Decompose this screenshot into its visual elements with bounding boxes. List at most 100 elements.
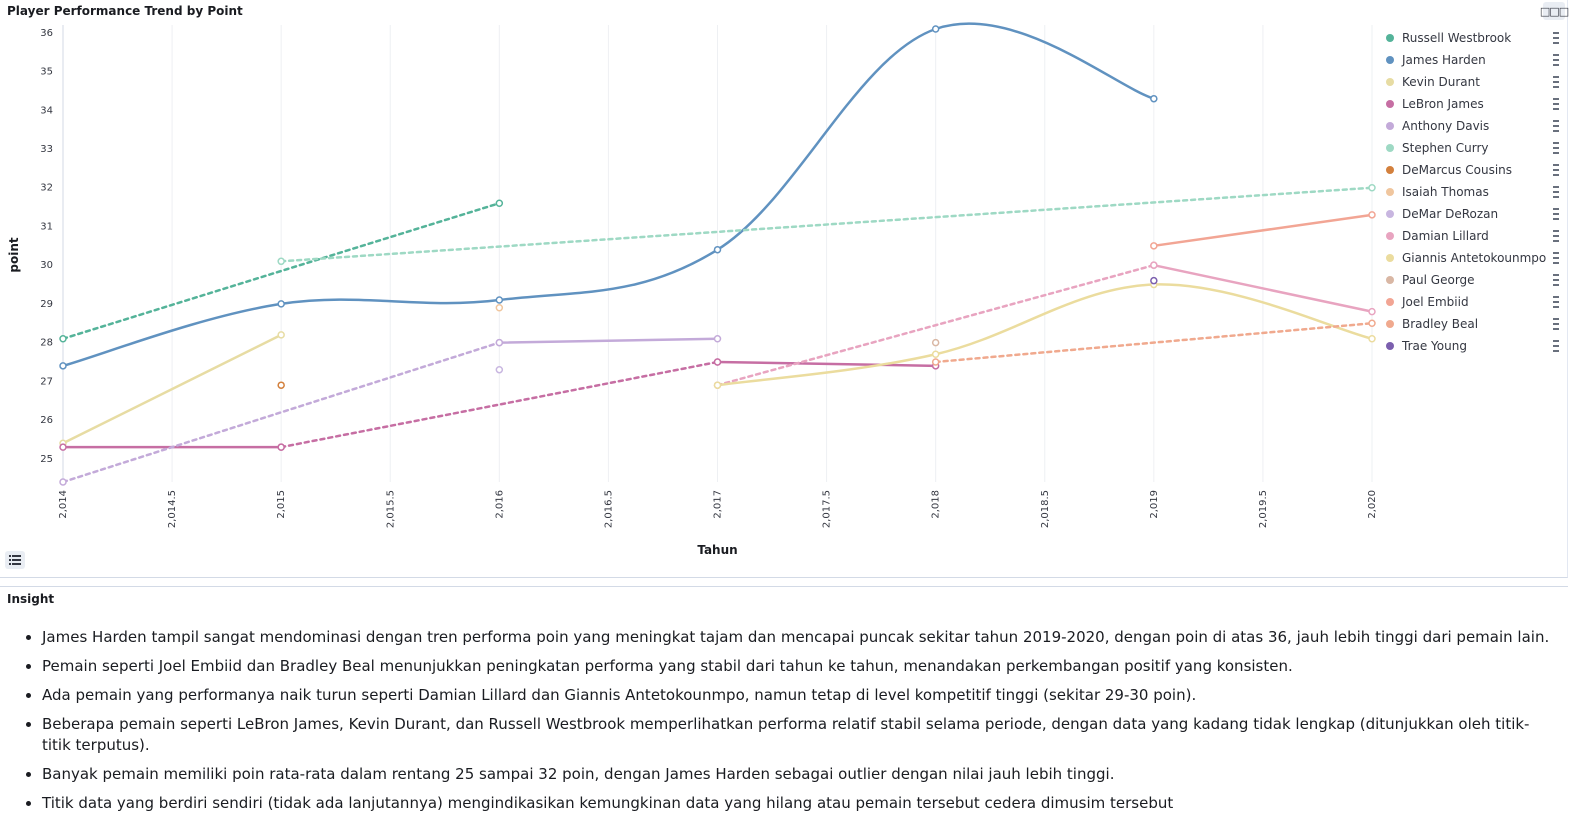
series-line-damian-lillard — [716, 263, 1156, 387]
data-point-giannis-antetokounmpo — [931, 350, 940, 358]
legend-item[interactable]: Bradley Beal — [1384, 313, 1564, 335]
series-line-stephen-curry — [279, 186, 1374, 263]
legend-item-menu-icon[interactable] — [1552, 230, 1560, 242]
legend-item[interactable]: Trae Young — [1384, 335, 1564, 357]
legend-color-dot — [1386, 254, 1394, 262]
data-point-joel-embiid — [1150, 242, 1158, 250]
series-line-bradley-beal — [934, 322, 1374, 364]
y-tick-label: 31 — [40, 221, 53, 232]
data-point-kevin-durant — [277, 331, 285, 339]
y-tick-label: 29 — [40, 299, 53, 310]
data-point-demarcus-cousins — [277, 381, 285, 389]
legend-color-dot — [1386, 298, 1394, 306]
legend-item[interactable]: Stephen Curry — [1384, 137, 1564, 159]
legend-item[interactable]: DeMar DeRozan — [1384, 203, 1564, 225]
legend-item-menu-icon[interactable] — [1552, 142, 1560, 154]
data-point-anthony-davis — [495, 338, 504, 347]
x-tick-label: 2,018.5 — [1040, 490, 1051, 528]
legend-label: Isaiah Thomas — [1402, 185, 1489, 199]
legend-color-dot — [1386, 56, 1394, 64]
legend-label: Russell Westbrook — [1402, 31, 1512, 45]
x-tick-label: 2,020 — [1367, 490, 1378, 519]
legend-item-menu-icon[interactable] — [1552, 76, 1560, 88]
legend-item-menu-icon[interactable] — [1552, 32, 1560, 44]
legend-item[interactable]: Russell Westbrook — [1384, 27, 1564, 49]
y-tick-label: 34 — [40, 105, 53, 116]
series-line-damian-lillard — [1152, 263, 1374, 313]
x-tick-label: 2,019.5 — [1258, 490, 1269, 528]
series-line-joel-embiid — [1152, 213, 1374, 248]
legend-item-menu-icon[interactable] — [1552, 54, 1560, 66]
y-tick-label: 27 — [40, 376, 53, 387]
legend-color-dot — [1386, 122, 1394, 130]
x-tick-label: 2,014.5 — [167, 490, 178, 528]
x-tick-label: 2,014 — [58, 490, 69, 519]
legend-color-dot — [1386, 188, 1394, 196]
insight-panel-title: Insight — [7, 592, 55, 606]
legend-item-menu-icon[interactable] — [1552, 296, 1560, 308]
legend-item-menu-icon[interactable] — [1552, 318, 1560, 330]
legend-label: Giannis Antetokounmpo — [1402, 251, 1547, 265]
x-tick-label: 2,017.5 — [822, 490, 833, 528]
data-point-giannis-antetokounmpo — [1368, 334, 1376, 343]
series-line-lebron-james — [716, 360, 937, 368]
insight-item: Ada pemain yang performanya naik turun s… — [42, 685, 1555, 706]
legend-item-menu-icon[interactable] — [1552, 340, 1560, 352]
legend-item-menu-icon[interactable] — [1552, 120, 1560, 132]
data-point-lebron-james — [277, 443, 285, 451]
data-point-isaiah-thomas — [495, 304, 504, 312]
data-point-lebron-james — [59, 443, 67, 451]
line-chart: 25 26 27 28 29 30 31 32 33 34 35 36 2,014 2,014.5 2,01… — [7, 22, 1378, 557]
insight-item: Pemain seperti Joel Embiid dan Bradley B… — [42, 656, 1555, 677]
series-line-lebron-james — [279, 360, 719, 449]
series-line-giannis-antetokounmpo — [716, 283, 1374, 387]
data-point-james-harden — [1150, 94, 1158, 103]
series-line-james-harden — [61, 22, 1156, 368]
legend-item[interactable]: DeMarcus Cousins — [1384, 159, 1564, 181]
data-point-damian-lillard — [1150, 261, 1158, 269]
legend-item-menu-icon[interactable] — [1552, 252, 1560, 264]
data-point-bradley-beal — [1368, 319, 1376, 328]
data-point-russell-westbrook — [495, 199, 504, 207]
legend-item[interactable]: James Harden — [1384, 49, 1564, 71]
series-line-anthony-davis — [498, 337, 719, 344]
data-point-russell-westbrook — [59, 334, 67, 343]
data-table-toggle-button[interactable] — [5, 551, 25, 569]
legend-label: Kevin Durant — [1402, 75, 1480, 89]
legend-item-menu-icon[interactable] — [1552, 98, 1560, 110]
legend-item-menu-icon[interactable] — [1552, 186, 1560, 198]
chart-panel-title: Player Performance Trend by Point — [7, 4, 243, 18]
legend-item[interactable]: Damian Lillard — [1384, 225, 1564, 247]
legend-color-dot — [1386, 232, 1394, 240]
legend-item-menu-icon[interactable] — [1552, 164, 1560, 176]
data-point-james-harden — [713, 245, 722, 254]
data-point-james-harden — [277, 300, 285, 308]
legend-label: Bradley Beal — [1402, 317, 1479, 331]
legend-item-menu-icon[interactable] — [1552, 208, 1560, 220]
insight-item: Beberapa pemain seperti LeBron James, Ke… — [42, 714, 1555, 756]
chart-legend: Russell Westbrook James Harden Kevin Duran… — [1384, 27, 1564, 357]
ellipsis-icon: □□□ — [1539, 4, 1569, 18]
data-point-james-harden — [59, 362, 67, 370]
legend-item[interactable]: Joel Embiid — [1384, 291, 1564, 313]
data-point-joel-embiid — [1368, 211, 1376, 219]
legend-item[interactable]: Giannis Antetokounmpo — [1384, 247, 1564, 269]
legend-item[interactable]: LeBron James — [1384, 93, 1564, 115]
legend-item[interactable]: Kevin Durant — [1384, 71, 1564, 93]
y-tick-label: 33 — [40, 144, 53, 155]
y-tick-label: 32 — [40, 183, 53, 194]
legend-label: Trae Young — [1402, 339, 1467, 353]
y-tick-label: 36 — [40, 28, 53, 39]
legend-item[interactable]: Paul George — [1384, 269, 1564, 291]
legend-label: DeMar DeRozan — [1402, 207, 1499, 221]
legend-item[interactable]: Anthony Davis — [1384, 115, 1564, 137]
legend-color-dot — [1386, 100, 1394, 108]
legend-item[interactable]: Isaiah Thomas — [1384, 181, 1564, 203]
legend-color-dot — [1386, 320, 1394, 328]
legend-color-dot — [1386, 276, 1394, 284]
legend-item-menu-icon[interactable] — [1552, 274, 1560, 286]
x-tick-label: 2,017 — [713, 490, 724, 519]
panel-options-button[interactable]: □□□ — [1539, 2, 1569, 20]
x-tick-label: 2,019 — [1149, 490, 1160, 519]
legend-color-dot — [1386, 34, 1394, 42]
